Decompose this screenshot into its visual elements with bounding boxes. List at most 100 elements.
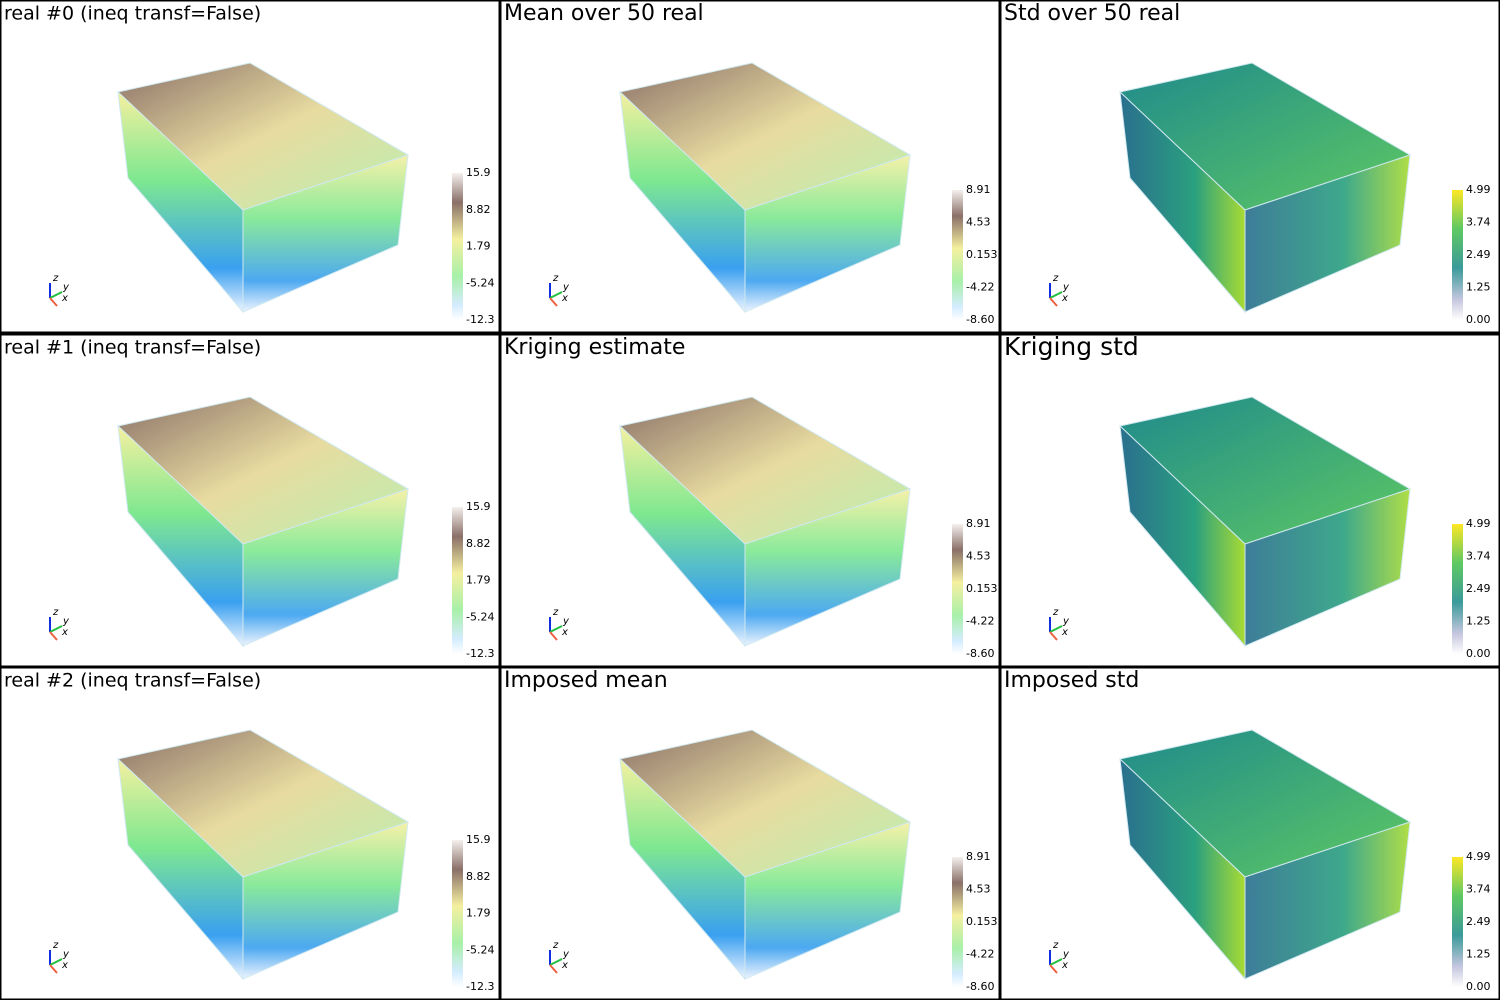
axis-x bbox=[1049, 297, 1058, 307]
colorbar-tick-label: 0.00 bbox=[1466, 980, 1491, 993]
panel: Kriging estimate 8.91 4.53 0.153 -4.22 -8.60 z… bbox=[499, 333, 1001, 668]
axis-y bbox=[49, 958, 63, 966]
volume-right bbox=[242, 488, 409, 647]
axis-label: z bbox=[52, 607, 59, 618]
colorbar-tick-label: 1.79 bbox=[466, 240, 491, 253]
axis-label: x bbox=[561, 960, 568, 971]
axis-label: z bbox=[552, 940, 559, 951]
colorbar-tick-label: 2.49 bbox=[1466, 582, 1491, 595]
colorbar-tick-label: 0.00 bbox=[1466, 313, 1491, 326]
colorbar bbox=[452, 840, 463, 987]
axis-x bbox=[1049, 964, 1058, 974]
colorbar-tick-label: 4.53 bbox=[966, 216, 991, 229]
colorbar bbox=[1452, 857, 1463, 987]
volume-right bbox=[744, 821, 911, 980]
colorbar-tick-label: 8.82 bbox=[466, 537, 491, 550]
colorbar-tick-label: -5.24 bbox=[466, 276, 494, 289]
axis-label: y bbox=[62, 949, 70, 960]
panel-title: Mean over 50 real bbox=[504, 1, 704, 26]
colorbar-tick-label: -4.22 bbox=[966, 948, 994, 961]
panel: Mean over 50 real 8.91 4.53 0.153 -4.22 -8.60… bbox=[499, 0, 1001, 334]
colorbar bbox=[1452, 190, 1463, 320]
colorbar bbox=[952, 524, 963, 654]
colorbar-tick-label: 1.79 bbox=[466, 907, 491, 920]
colorbar-tick-label: 0.153 bbox=[966, 248, 998, 261]
colorbar-tick-label: 0.00 bbox=[1466, 647, 1491, 660]
panel: real #0 (ineq transf=False) 15.9 8.82 1.79 -… bbox=[0, 0, 501, 334]
axis-label: z bbox=[52, 273, 59, 284]
colorbar-tick-label: 3.74 bbox=[1466, 550, 1491, 563]
colorbar-tick-label: 15.9 bbox=[466, 500, 491, 513]
colorbar-tick-label: 2.49 bbox=[1466, 915, 1491, 928]
axis-label: y bbox=[62, 616, 70, 627]
panel: real #1 (ineq transf=False) 15.9 8.82 1.79 -… bbox=[0, 333, 501, 668]
axis-label: x bbox=[1061, 960, 1068, 971]
colorbar-tick-label: 1.25 bbox=[1466, 948, 1491, 961]
axis-label: z bbox=[52, 940, 59, 951]
panel-title: real #0 (ineq transf=False) bbox=[4, 3, 261, 25]
axis-x bbox=[49, 297, 58, 307]
axis-label: y bbox=[1062, 949, 1070, 960]
volume-right bbox=[242, 821, 409, 980]
colorbar-tick-label: -8.60 bbox=[966, 647, 994, 660]
colorbar-tick-label: 1.79 bbox=[466, 574, 491, 587]
axis-y bbox=[1049, 625, 1063, 633]
colorbar-tick-label: -12.3 bbox=[466, 980, 494, 993]
panel-title: Kriging std bbox=[1004, 332, 1139, 361]
axis-label: x bbox=[561, 627, 568, 638]
axis-label: z bbox=[1052, 273, 1059, 284]
axis-x bbox=[49, 631, 58, 641]
colorbar bbox=[452, 173, 463, 320]
axis-label: y bbox=[562, 949, 570, 960]
colorbar-tick-label: -5.24 bbox=[466, 610, 494, 623]
colorbar-tick-label: 8.91 bbox=[966, 850, 991, 863]
panel-title: Std over 50 real bbox=[1004, 1, 1180, 26]
colorbar-tick-label: 3.74 bbox=[1466, 883, 1491, 896]
colorbar bbox=[952, 857, 963, 987]
colorbar bbox=[452, 507, 463, 654]
colorbar-tick-label: 8.91 bbox=[966, 517, 991, 530]
colorbar-tick-label: 0.153 bbox=[966, 915, 998, 928]
axis-x bbox=[549, 964, 558, 974]
volume-right bbox=[1244, 488, 1411, 647]
axis-y bbox=[49, 291, 63, 299]
axis-label: y bbox=[62, 282, 70, 293]
axis-y bbox=[1049, 291, 1063, 299]
colorbar-tick-label: 2.49 bbox=[1466, 248, 1491, 261]
panel-title: Imposed std bbox=[1004, 668, 1139, 693]
volume-right bbox=[242, 154, 409, 313]
colorbar-tick-label: -12.3 bbox=[466, 647, 494, 660]
axis-label: z bbox=[552, 273, 559, 284]
axis-y bbox=[549, 625, 563, 633]
panel: Imposed std 4.99 3.74 2.49 1.25 0.00 zyx bbox=[999, 666, 1500, 1000]
axis-label: y bbox=[562, 616, 570, 627]
colorbar-tick-label: 4.99 bbox=[1466, 850, 1491, 863]
volume-right bbox=[744, 154, 911, 313]
axis-label: z bbox=[1052, 940, 1059, 951]
colorbar-tick-label: -4.22 bbox=[966, 615, 994, 628]
axis-label: x bbox=[61, 293, 68, 304]
axis-x bbox=[1049, 631, 1058, 641]
axis-label: x bbox=[1061, 293, 1068, 304]
colorbar-tick-label: 1.25 bbox=[1466, 281, 1491, 294]
axis-label: y bbox=[1062, 616, 1070, 627]
panel-title: Imposed mean bbox=[504, 668, 668, 693]
colorbar-tick-label: 0.153 bbox=[966, 582, 998, 595]
panel: real #2 (ineq transf=False) 15.9 8.82 1.79 -… bbox=[0, 666, 501, 1000]
panel-title: Kriging estimate bbox=[504, 335, 685, 360]
axis-x bbox=[549, 297, 558, 307]
panel-title: real #2 (ineq transf=False) bbox=[4, 670, 261, 692]
axis-x bbox=[49, 964, 58, 974]
colorbar-tick-label: 15.9 bbox=[466, 166, 491, 179]
axis-y bbox=[49, 625, 63, 633]
axis-y bbox=[1049, 958, 1063, 966]
colorbar-tick-label: 15.9 bbox=[466, 833, 491, 846]
colorbar-tick-label: 4.53 bbox=[966, 883, 991, 896]
colorbar-tick-label: -12.3 bbox=[466, 313, 494, 326]
axis-label: z bbox=[552, 607, 559, 618]
axis-x bbox=[549, 631, 558, 641]
colorbar bbox=[1452, 524, 1463, 654]
panel-title: real #1 (ineq transf=False) bbox=[4, 337, 261, 359]
volume-right bbox=[744, 488, 911, 647]
